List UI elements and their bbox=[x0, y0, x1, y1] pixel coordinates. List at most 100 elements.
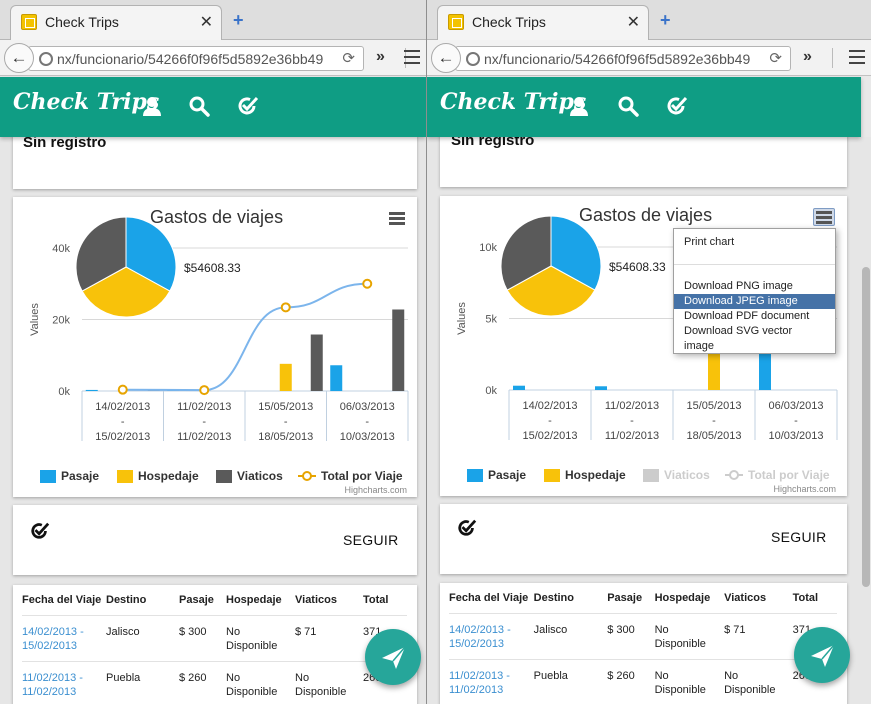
x-tick-label: 18/05/2013 bbox=[686, 430, 741, 442]
hospedaje-cell: No Disponible bbox=[654, 669, 706, 696]
pasaje-cell: $ 260 bbox=[607, 669, 635, 682]
table-row[interactable]: 14/02/2013 -15/02/2013 Jalisco $ 300 No Disp… bbox=[449, 613, 837, 659]
close-tab-icon[interactable]: ✕ bbox=[626, 14, 640, 31]
bar-hospedaje bbox=[279, 363, 292, 391]
legend-swatch-total-marker bbox=[302, 471, 312, 481]
column-header[interactable]: Pasaje bbox=[179, 593, 214, 606]
back-button[interactable]: ← bbox=[4, 43, 34, 73]
close-tab-icon[interactable]: ✕ bbox=[199, 14, 213, 31]
favicon-icon bbox=[448, 14, 464, 30]
x-tick-label: 15/05/2013 bbox=[686, 400, 741, 412]
column-header[interactable]: Destino bbox=[533, 591, 574, 604]
column-header[interactable]: Fecha del Viaje bbox=[449, 591, 529, 604]
x-tick-label: - bbox=[630, 415, 634, 427]
column-header[interactable]: Fecha del Viaje bbox=[22, 593, 102, 606]
pie-slice-pasaje bbox=[125, 216, 177, 292]
y-axis-title: Values bbox=[456, 302, 468, 335]
menu-item-pdf[interactable]: Download PDF document bbox=[684, 310, 810, 322]
x-tick-label: 18/05/2013 bbox=[258, 431, 313, 443]
browser-menu-icon[interactable] bbox=[404, 50, 420, 64]
menu-item-print[interactable]: Print chart bbox=[684, 236, 735, 248]
search-icon[interactable] bbox=[617, 95, 639, 117]
check-list-icon[interactable] bbox=[666, 95, 688, 117]
y-tick-label: 20k bbox=[52, 315, 70, 327]
fecha-cell[interactable]: 11/02/2013 -11/02/2013 bbox=[449, 669, 510, 696]
fecha-cell[interactable]: 14/02/2013 -15/02/2013 bbox=[449, 623, 511, 650]
back-button[interactable]: ← bbox=[431, 43, 461, 73]
destino-cell: Jalisco bbox=[533, 623, 568, 636]
send-fab-button[interactable] bbox=[365, 629, 421, 685]
window-divider bbox=[426, 0, 427, 704]
pasaje-cell: $ 300 bbox=[607, 623, 635, 636]
page-scrollbar[interactable] bbox=[859, 137, 871, 704]
total-point bbox=[199, 385, 210, 396]
fecha-cell[interactable]: 11/02/2013 -11/02/2013 bbox=[22, 671, 83, 698]
new-tab-button[interactable]: + bbox=[660, 10, 671, 30]
search-icon[interactable] bbox=[188, 95, 210, 117]
chart-menu-icon[interactable] bbox=[813, 208, 835, 226]
toolbar-separator bbox=[405, 48, 406, 68]
column-header[interactable]: Pasaje bbox=[607, 591, 643, 604]
column-header[interactable]: Total bbox=[363, 593, 389, 606]
reload-icon[interactable]: ⟳ bbox=[769, 50, 782, 67]
page-content: Sin registro Gastos de viajes 0k 5k 10k Val… bbox=[427, 127, 861, 704]
column-header[interactable]: Viaticos bbox=[724, 591, 767, 604]
viaticos-cell: $ 71 bbox=[295, 625, 317, 638]
legend-swatch-pasaje bbox=[467, 469, 483, 482]
menu-item-svg[interactable]: Download SVG vector image bbox=[684, 325, 793, 352]
new-tab-button[interactable]: + bbox=[233, 10, 244, 30]
toolbar-separator bbox=[832, 48, 833, 68]
x-tick-label: 14/02/2013 bbox=[95, 401, 150, 413]
chart-menu-icon[interactable] bbox=[386, 210, 408, 228]
browser-tab[interactable]: Check Trips ✕ bbox=[437, 5, 649, 41]
url-bar[interactable]: nx/funcionario/54266f0f96f5d5892e36bb49 … bbox=[28, 46, 364, 71]
tab-strip: Check Trips ✕ + bbox=[0, 0, 426, 41]
table-header-row: Fecha del Viaje Destino Pasaje Hospedaje Via… bbox=[22, 585, 407, 615]
app-logo[interactable]: Check Trips bbox=[440, 89, 587, 115]
send-icon bbox=[382, 646, 406, 669]
menu-divider bbox=[674, 264, 835, 265]
user-icon[interactable] bbox=[141, 95, 163, 117]
table-row[interactable]: 14/02/2013 -15/02/2013 Jalisco $ 300 No Disp… bbox=[22, 615, 407, 661]
pie-slice-pasaje bbox=[550, 215, 602, 291]
fecha-cell[interactable]: 14/02/2013 -15/02/2013 bbox=[22, 625, 84, 652]
column-header[interactable]: Viaticos bbox=[295, 593, 337, 606]
menu-item-jpeg[interactable]: Download JPEG image bbox=[674, 294, 835, 309]
menu-item-png[interactable]: Download PNG image bbox=[684, 280, 793, 292]
chart-title: Gastos de viajes bbox=[150, 207, 284, 227]
send-fab-button[interactable] bbox=[794, 627, 850, 683]
table-row[interactable]: 11/02/2013 -11/02/2013 Puebla $ 260 No Dispo… bbox=[449, 659, 837, 704]
scrollbar-thumb[interactable] bbox=[862, 267, 870, 587]
reload-icon[interactable]: ⟳ bbox=[342, 50, 355, 67]
column-header[interactable]: Destino bbox=[106, 593, 147, 606]
legend-item-pasaje: Pasaje bbox=[61, 469, 99, 483]
pie-slice-viaticos bbox=[500, 215, 552, 291]
tab-title: Check Trips bbox=[45, 14, 119, 30]
favicon-icon bbox=[21, 14, 37, 30]
column-header[interactable]: Hospedaje bbox=[654, 591, 711, 604]
follow-card: SEGUIR bbox=[440, 504, 847, 574]
url-bar[interactable]: nx/funcionario/54266f0f96f5d5892e36bb49 … bbox=[455, 46, 791, 71]
x-tick-label: 15/02/2013 bbox=[95, 431, 150, 443]
column-header[interactable]: Total bbox=[792, 591, 819, 604]
legend-item-pasaje: Pasaje bbox=[488, 468, 526, 482]
seguir-button[interactable]: SEGUIR bbox=[771, 529, 827, 545]
url-text[interactable]: nx/funcionario/54266f0f96f5d5892e36bb49 bbox=[484, 51, 751, 67]
table-row[interactable]: 11/02/2013 -11/02/2013 Puebla $ 260 No Dispo… bbox=[22, 661, 407, 704]
seguir-button[interactable]: SEGUIR bbox=[343, 532, 399, 548]
user-icon[interactable] bbox=[568, 95, 590, 117]
overflow-chevron-icon[interactable]: » bbox=[803, 48, 812, 65]
legend-swatch-viaticos bbox=[216, 470, 232, 483]
url-text[interactable]: nx/funcionario/54266f0f96f5d5892e36bb49 bbox=[57, 51, 324, 67]
browser-menu-icon[interactable] bbox=[849, 50, 865, 64]
x-tick-label: - bbox=[365, 416, 369, 428]
app-logo[interactable]: Check Trips bbox=[13, 89, 160, 115]
check-list-icon[interactable] bbox=[237, 95, 259, 117]
overflow-chevron-icon[interactable]: » bbox=[376, 48, 385, 65]
total-point bbox=[280, 302, 291, 313]
bar-viaticos bbox=[392, 309, 405, 391]
column-header[interactable]: Hospedaje bbox=[226, 593, 282, 606]
browser-tab[interactable]: Check Trips ✕ bbox=[10, 5, 222, 41]
page-content: Sin registro Gastos de viajes 0k 20k 40k Va… bbox=[0, 127, 426, 704]
pasaje-cell: $ 260 bbox=[179, 671, 207, 684]
